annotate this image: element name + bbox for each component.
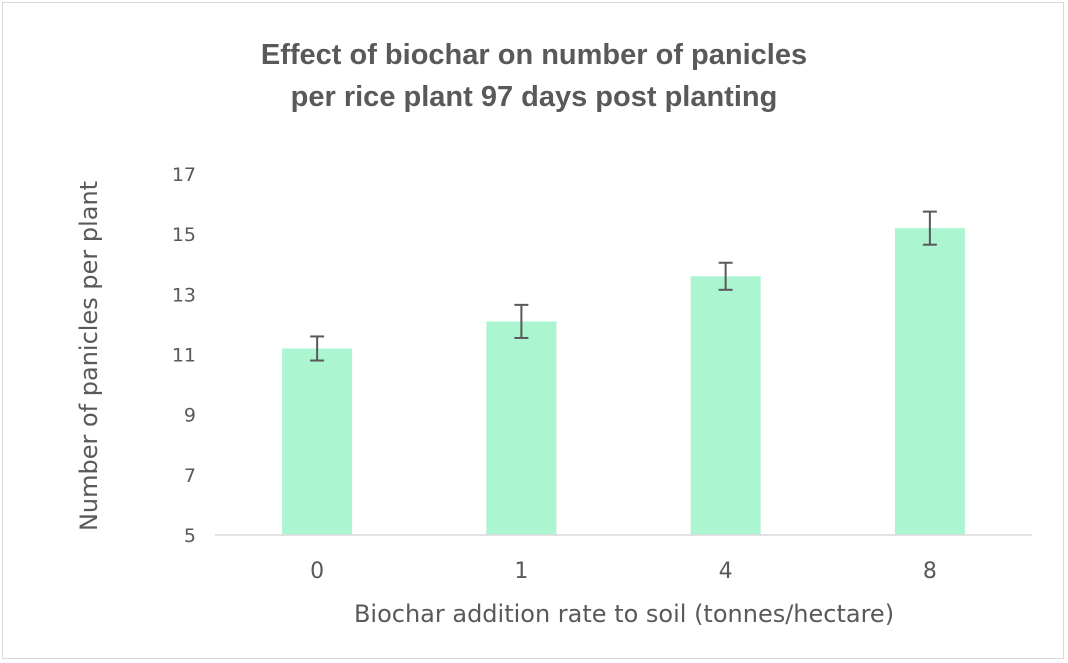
y-tick-label: 15 xyxy=(172,224,196,246)
y-axis-ticks: 5 7 9 11 13 15 17 xyxy=(172,164,196,547)
y-tick-label: 13 xyxy=(172,284,196,306)
x-tick-label: 8 xyxy=(923,559,937,584)
y-tick-label: 17 xyxy=(172,164,196,186)
y-axis-label: Number of panicles per plant xyxy=(75,181,103,531)
bar xyxy=(282,348,353,535)
error-bar xyxy=(922,210,937,246)
error-bars xyxy=(310,210,937,362)
error-bar xyxy=(310,335,325,362)
bar xyxy=(690,276,761,535)
chart-title-line-2: per rice plant 97 days post planting xyxy=(290,81,778,113)
chart-title: Effect of biochar on number of panicles … xyxy=(0,34,1068,118)
x-tick-label: 1 xyxy=(514,559,528,584)
x-tick-label: 0 xyxy=(310,559,324,584)
error-bar xyxy=(718,261,733,291)
y-tick-label: 7 xyxy=(184,465,196,487)
bar xyxy=(894,228,965,535)
y-tick-label: 9 xyxy=(184,405,196,427)
bar xyxy=(486,321,557,535)
x-axis-label: Biochar addition rate to soil (tonnes/he… xyxy=(354,600,894,628)
y-tick-label: 11 xyxy=(172,345,196,367)
bars xyxy=(282,228,965,535)
error-bar xyxy=(514,303,529,339)
y-tick-label: 5 xyxy=(184,525,196,547)
x-axis-ticks: 0 1 4 8 xyxy=(310,559,937,584)
chart-title-line-1: Effect of biochar on number of panicles xyxy=(260,39,808,71)
x-tick-label: 4 xyxy=(719,559,733,584)
